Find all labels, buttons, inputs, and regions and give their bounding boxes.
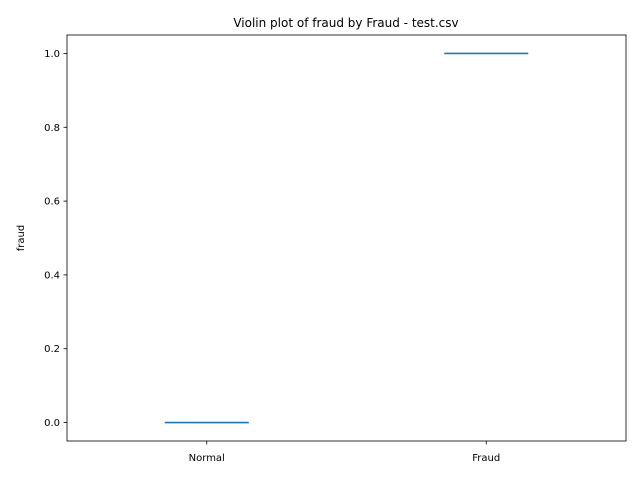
y-tick-label: 0.0 (44, 418, 60, 429)
y-tick-label: 1.0 (44, 49, 60, 60)
x-axis: Normal Fraud (189, 441, 500, 464)
y-tick-label: 0.2 (44, 344, 60, 355)
x-tick-label-normal: Normal (189, 453, 225, 464)
violin-marks (164, 52, 529, 424)
chart-title: Violin plot of fraud by Fraud - test.csv (233, 16, 458, 30)
y-axis-label: fraud (16, 225, 27, 251)
y-tick-label: 0.4 (44, 270, 60, 281)
plot-area (66, 34, 627, 442)
x-tick-label-fraud: Fraud (472, 453, 500, 464)
y-tick-label: 0.8 (44, 123, 60, 134)
y-tick-label: 0.6 (44, 197, 60, 208)
y-axis: 0.0 0.2 0.4 0.6 0.8 1.0 (44, 49, 67, 429)
